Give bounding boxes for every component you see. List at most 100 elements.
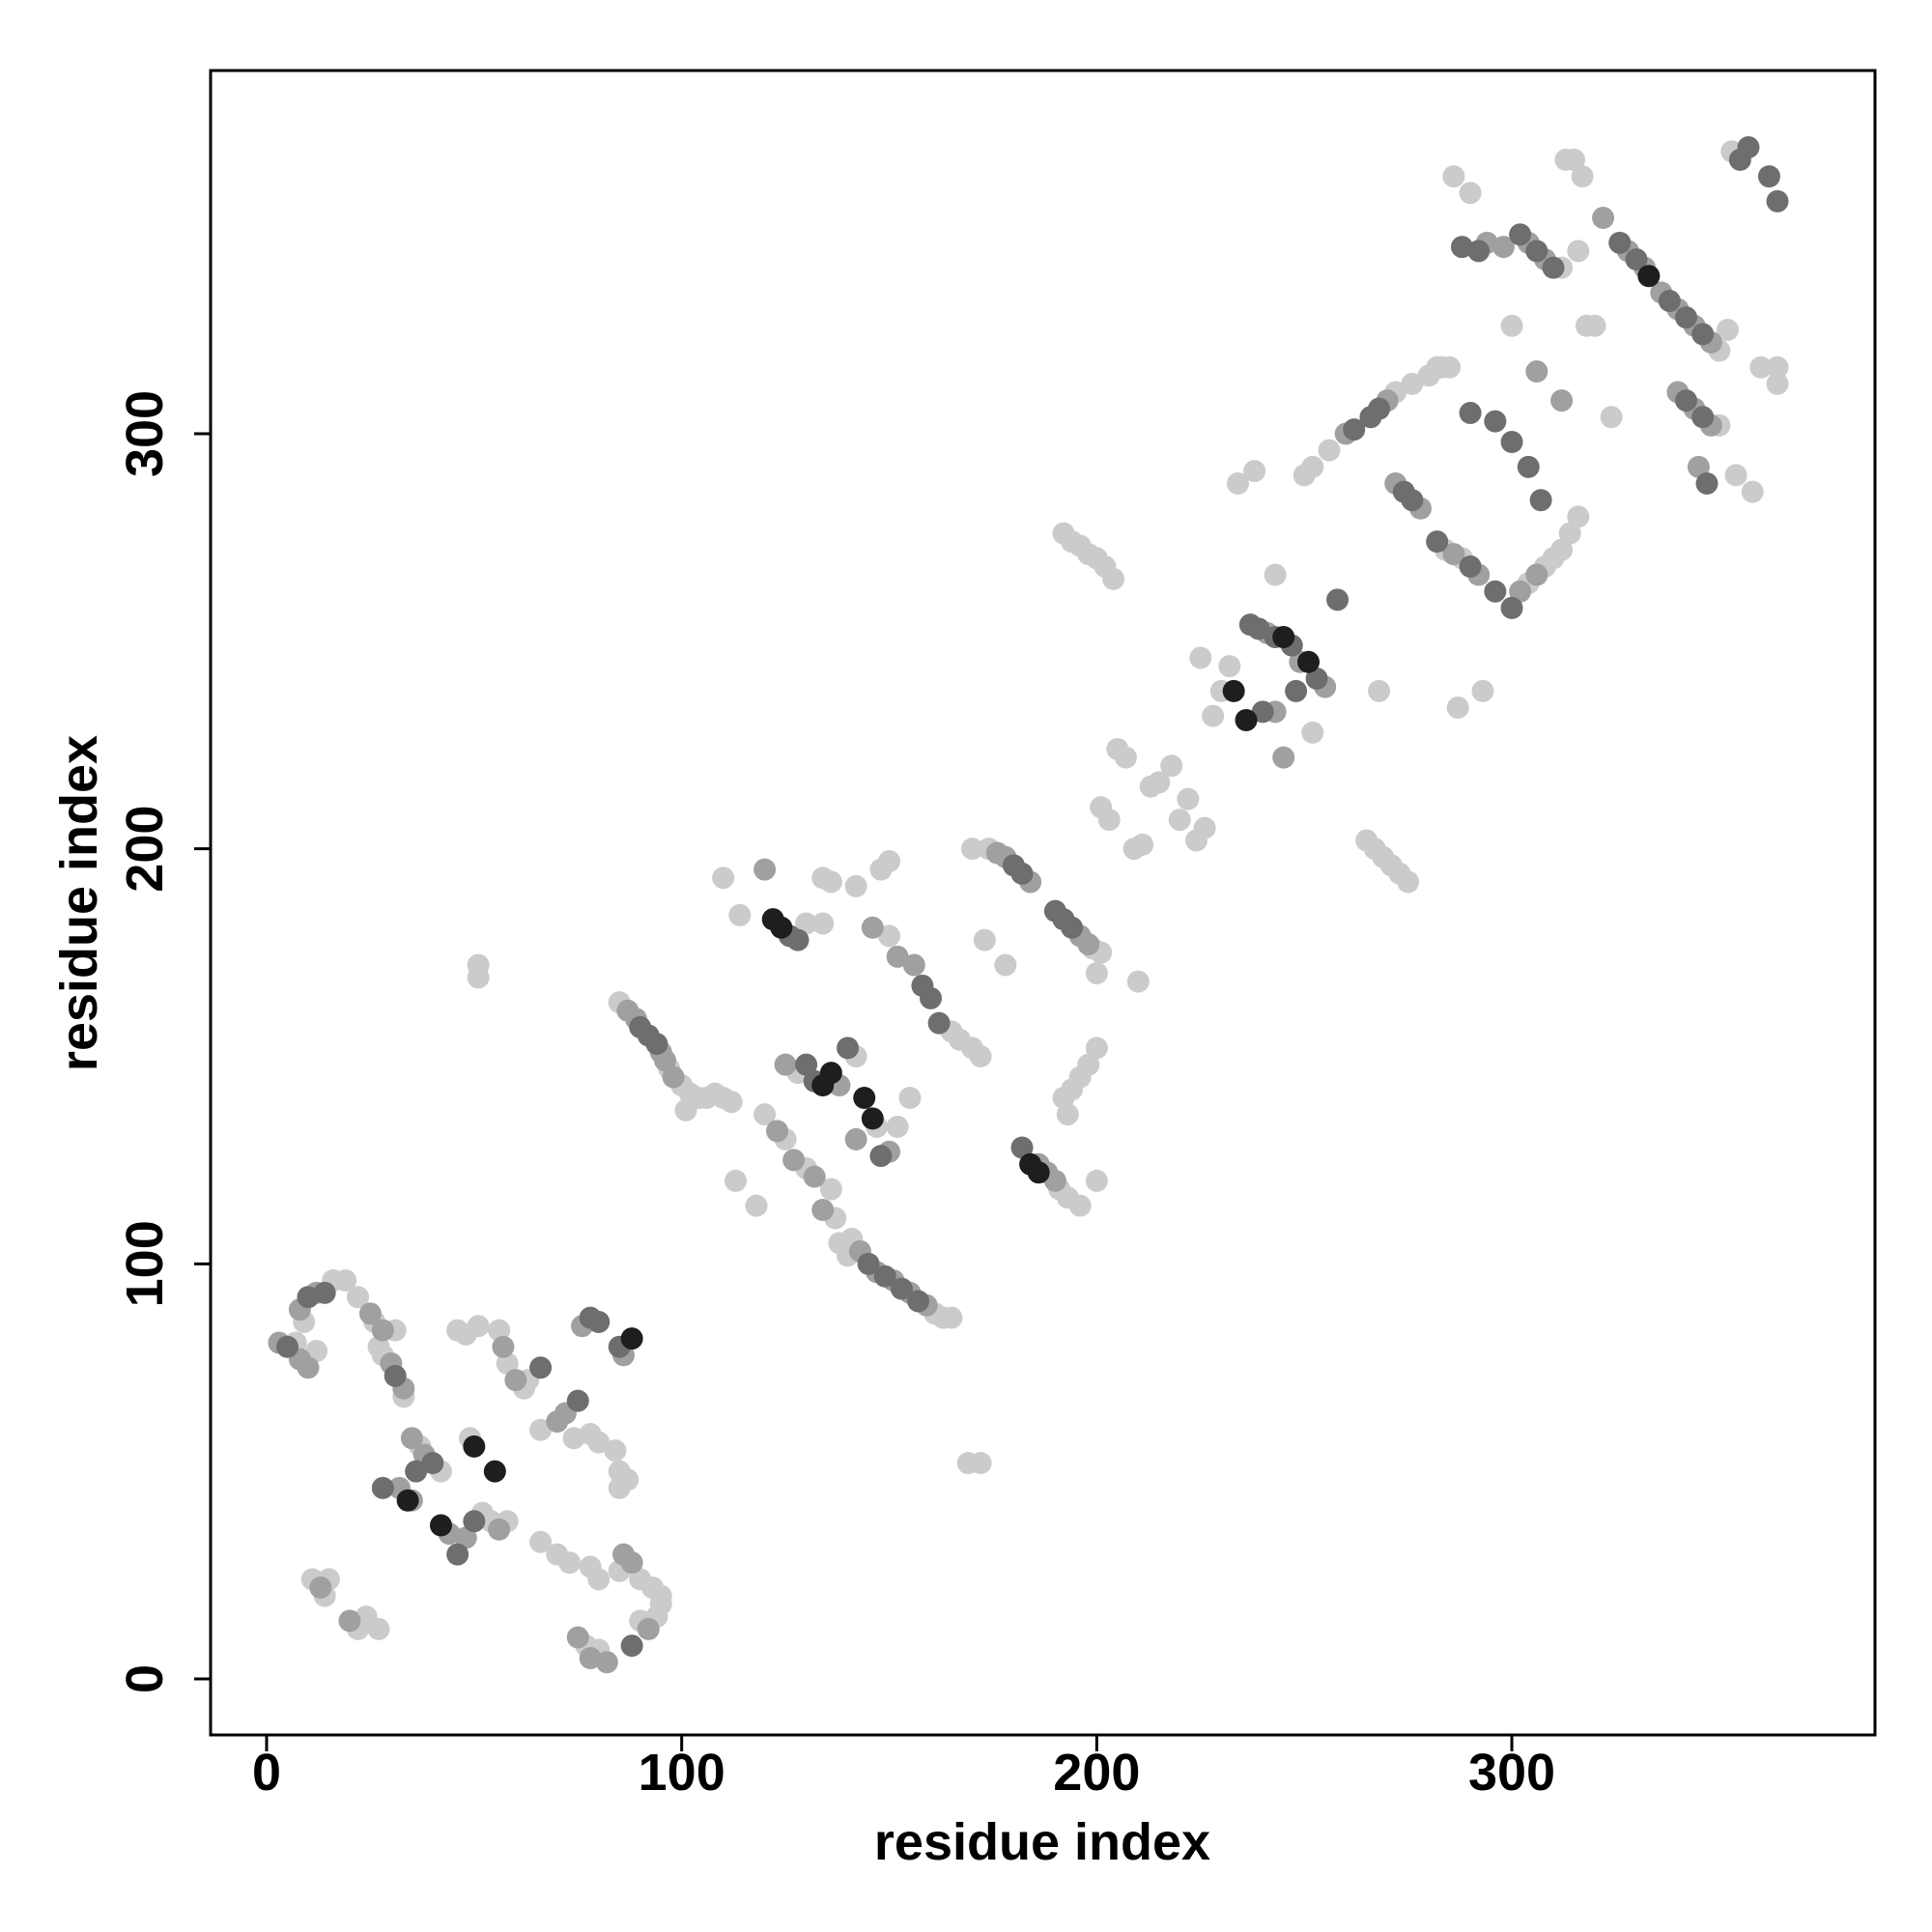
point xyxy=(463,1510,486,1533)
point xyxy=(1492,236,1515,259)
point xyxy=(1235,708,1258,731)
y-tick-label: 200 xyxy=(116,806,174,893)
point xyxy=(338,1609,361,1633)
point xyxy=(1571,165,1594,188)
point xyxy=(1608,231,1632,254)
point xyxy=(1272,626,1295,649)
point xyxy=(463,1435,486,1458)
point xyxy=(819,870,842,894)
point xyxy=(795,912,818,935)
point xyxy=(1226,472,1249,496)
point xyxy=(429,1514,452,1537)
point xyxy=(454,1526,477,1549)
y-axis-title: residue index xyxy=(50,735,108,1071)
point xyxy=(309,1576,332,1599)
point xyxy=(853,1086,876,1109)
point xyxy=(1592,207,1615,230)
point xyxy=(1484,410,1507,433)
point xyxy=(811,1198,835,1221)
point xyxy=(620,1634,643,1658)
point xyxy=(1168,809,1191,832)
point xyxy=(1397,870,1420,894)
point xyxy=(890,1277,913,1300)
point xyxy=(446,1543,469,1566)
point xyxy=(1177,787,1200,810)
y-tick-label: 0 xyxy=(116,1664,174,1693)
point xyxy=(1757,165,1780,188)
point xyxy=(766,1120,789,1143)
point xyxy=(1218,655,1241,678)
point xyxy=(1766,189,1789,213)
point xyxy=(782,1149,806,1172)
y-tick-label: 100 xyxy=(116,1220,174,1307)
point xyxy=(819,1062,842,1085)
point xyxy=(421,1452,444,1475)
point xyxy=(371,1319,394,1342)
point xyxy=(1525,240,1548,263)
point xyxy=(861,916,884,939)
point xyxy=(1343,418,1366,441)
point xyxy=(1131,833,1154,856)
point xyxy=(1637,265,1661,288)
point xyxy=(1741,480,1764,503)
point xyxy=(1102,567,1125,590)
point xyxy=(1695,472,1719,496)
point xyxy=(1766,355,1789,379)
point xyxy=(467,966,490,989)
point xyxy=(1583,314,1606,337)
point xyxy=(753,858,777,881)
point xyxy=(1426,530,1449,554)
x-tick-label: 300 xyxy=(1468,1744,1555,1802)
point xyxy=(358,1302,382,1325)
point xyxy=(1368,397,1391,420)
point xyxy=(973,928,996,952)
plot-frame xyxy=(209,69,1877,1737)
point xyxy=(1056,1103,1079,1126)
point xyxy=(529,1418,553,1441)
point xyxy=(579,1647,602,1670)
point xyxy=(770,916,793,939)
point xyxy=(1068,1194,1092,1217)
point xyxy=(1724,464,1747,487)
point xyxy=(1326,588,1350,611)
point xyxy=(616,1468,639,1492)
point xyxy=(927,1011,951,1035)
point xyxy=(1459,554,1482,578)
point xyxy=(1529,489,1552,512)
point xyxy=(795,1053,818,1076)
point xyxy=(1301,721,1324,744)
point xyxy=(1305,667,1328,690)
point xyxy=(637,1617,660,1640)
point xyxy=(400,1427,423,1450)
point xyxy=(869,1145,893,1168)
point xyxy=(1509,223,1532,246)
point xyxy=(1285,679,1308,702)
point xyxy=(1674,389,1697,412)
point xyxy=(1737,135,1760,158)
point xyxy=(1600,406,1623,429)
point xyxy=(1625,248,1648,271)
point xyxy=(587,1431,611,1454)
point xyxy=(467,1315,490,1338)
point xyxy=(1500,314,1523,337)
point xyxy=(811,912,835,935)
point xyxy=(1691,323,1715,346)
point xyxy=(334,1269,357,1293)
point xyxy=(587,1310,611,1333)
point xyxy=(662,1065,685,1089)
y-tick-label: 300 xyxy=(116,390,174,477)
point xyxy=(994,953,1017,977)
point xyxy=(960,838,983,861)
point xyxy=(844,1127,867,1151)
point xyxy=(313,1281,336,1304)
point xyxy=(837,1037,860,1060)
point xyxy=(1247,617,1270,640)
point xyxy=(653,1049,676,1072)
point xyxy=(1085,1037,1108,1060)
point xyxy=(1010,1136,1034,1159)
point xyxy=(1010,862,1034,885)
point xyxy=(878,850,901,873)
point xyxy=(1126,970,1150,993)
point xyxy=(620,1327,643,1350)
point xyxy=(803,1165,826,1188)
